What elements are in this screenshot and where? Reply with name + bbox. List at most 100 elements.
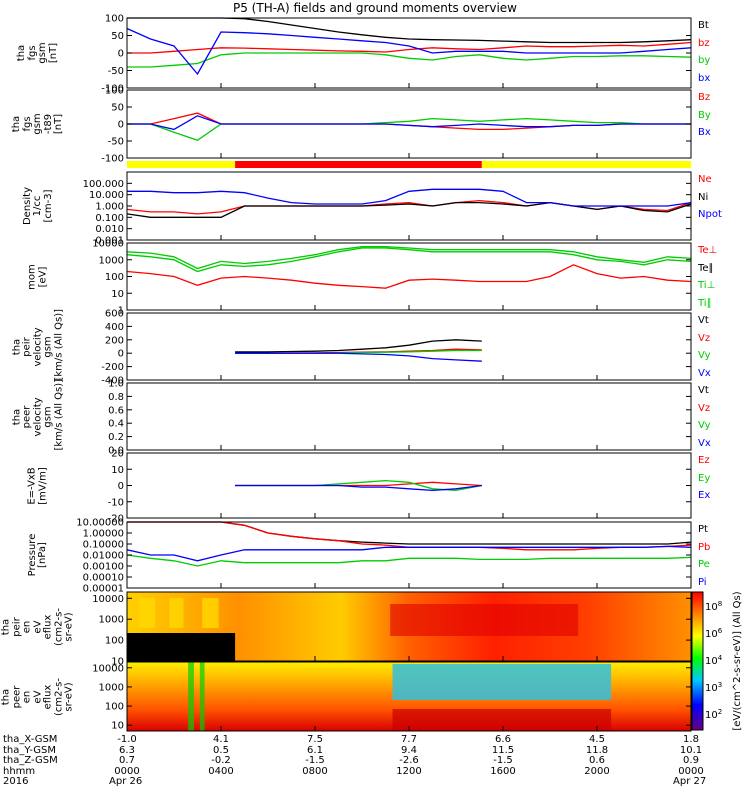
x-axis-value: 0800	[302, 765, 328, 777]
colorbar-tick-label: 103	[705, 681, 722, 694]
y-tick-label: 0.6	[108, 405, 124, 416]
y-tick-label: 1.000	[95, 202, 124, 213]
peir-hot-band	[390, 604, 579, 636]
mode-bar-segment-2	[481, 161, 691, 168]
y-axis-label: (cm2-s-	[53, 677, 64, 716]
y-tick-label: 50	[111, 103, 124, 114]
y-axis-label: [eV]	[37, 266, 49, 287]
peir-spectrogram-lowflux	[127, 633, 236, 661]
y-tick-label: 0.100	[95, 213, 124, 224]
y-axis-label: gsm	[32, 113, 43, 135]
y-tick-label: 1000	[99, 682, 124, 693]
y-tick-label: 100.000	[83, 179, 124, 190]
y-axis-label: peer	[21, 405, 33, 428]
y-axis-label: tha	[11, 338, 22, 355]
legend-entry-Pe: Pe	[698, 559, 710, 570]
panel-fgs_gsm_t89: 100 50 0 -50 -100	[101, 86, 692, 165]
y-axis-label: peir	[21, 336, 33, 357]
y-tick-label: 10	[111, 289, 124, 300]
legend-entry-Vt: Vt	[698, 315, 709, 326]
peir-band-2	[202, 598, 219, 628]
series-line-by	[127, 52, 692, 68]
y-axis-label: velocity	[32, 396, 43, 437]
panel-fgs_gsm: 100 50 0 -50 -100	[101, 14, 692, 95]
y-tick-label: -50	[108, 66, 124, 77]
colorbar-tick-exponent: 4	[718, 654, 723, 662]
y-tick-label: -50	[108, 137, 124, 148]
y-axis-label: tha	[16, 44, 28, 62]
y-tick-label: 100	[105, 14, 124, 25]
legend-entry-Bz: Bz	[698, 92, 711, 103]
x-axis-value: 0.7	[119, 755, 135, 766]
panel-frame	[126, 521, 692, 589]
y-tick-label: 100	[105, 702, 124, 713]
x-axis-row-label: hhmm	[3, 765, 36, 777]
y-axis-label: eflux	[42, 614, 54, 639]
colorbar	[691, 591, 704, 731]
colorbar-tick-label: 108	[705, 600, 722, 613]
y-tick-label: 10000	[92, 663, 124, 674]
y-axis-label: eV	[32, 620, 43, 633]
colorbar-tick-exponent: 3	[718, 681, 722, 689]
legend-entry-Ni: Ni	[698, 191, 709, 203]
x-axis-value: 1600	[490, 765, 516, 777]
x-axis-value: 4.1	[213, 734, 229, 745]
y-axis-label: [km/s (All Qs)]	[53, 308, 64, 380]
series-line-Pb	[127, 521, 692, 551]
series-line-Ti	[126, 247, 692, 273]
y-tick-label: 0	[118, 49, 124, 60]
x-axis-date-start: Apr 26	[109, 776, 143, 787]
panel-peer_velocity: 1.0 0.8 0.6 0.4 0.2 0.0	[108, 379, 692, 457]
y-axis-label: tha	[0, 688, 12, 705]
y-tick-label: 0	[118, 481, 124, 492]
y-tick-label: -200	[101, 362, 124, 373]
y-axis-label: tha	[11, 115, 22, 133]
x-axis-value: 10.1	[679, 744, 703, 756]
x-axis-value: 11.5	[491, 744, 515, 756]
plot-title: P5 (TH-A) fields and ground moments over…	[233, 1, 517, 15]
series-line-Pt	[127, 521, 692, 545]
series-line-bz	[127, 41, 692, 54]
x-axis-value: 0000	[678, 765, 704, 777]
mode-bar-segment-0	[127, 161, 236, 168]
x-axis-value: -2.6	[399, 755, 419, 766]
x-axis-value: 6.6	[495, 734, 511, 745]
colorbar-tick-exponent: 6	[718, 627, 723, 635]
legend-entry-bz: bz	[698, 37, 710, 49]
y-tick-label: 100	[105, 272, 124, 283]
panel-peer_eflux: 10000 1000 100 10	[92, 661, 692, 732]
colorbar-tick-exponent: 2	[718, 708, 722, 716]
y-axis-label: E=-VxB	[26, 466, 38, 505]
y-axis-label: velocity	[32, 326, 43, 367]
colorbar-tick-label: 104	[705, 654, 723, 667]
legend-entry-Ey: Ey	[698, 472, 711, 484]
series-line-Pi	[126, 545, 692, 562]
x-axis-value: 1200	[396, 765, 422, 777]
x-axis-value: -1.0	[117, 734, 137, 745]
y-tick-label: 400	[105, 322, 124, 333]
legend-entry-Vy: Vy	[698, 350, 711, 361]
peer-stripe-0	[188, 662, 194, 731]
y-tick-label: 100	[105, 86, 124, 97]
legend-entry-Te: Te∥	[698, 262, 714, 274]
y-axis-label: 1/cc	[32, 195, 43, 217]
x-axis-date-end: Apr 27	[673, 776, 707, 787]
series-line-Pe	[126, 554, 692, 567]
y-axis-label: gsm	[37, 42, 49, 64]
y-tick-label: -100	[101, 154, 124, 165]
y-tick-label: 10	[111, 657, 124, 668]
y-tick-label: 0.8	[108, 392, 124, 403]
y-tick-label: 600	[105, 309, 124, 320]
legend-entry-Pb: Pb	[698, 541, 711, 553]
peer-hot-band	[392, 709, 612, 731]
y-axis-label: gsm	[42, 335, 54, 358]
legend-entry-bx: bx	[698, 72, 711, 84]
legend-entry-Ti: Ti⊥	[698, 280, 716, 291]
y-axis-label: [cm-3]	[42, 189, 54, 223]
x-axis-value: 11.8	[585, 744, 609, 756]
y-axis-label: gsm	[42, 405, 54, 428]
x-axis-row-label: tha_Z-GSM	[3, 755, 58, 766]
legend-entry-Vx: Vx	[698, 367, 711, 379]
y-axis-label: tha	[11, 408, 22, 425]
y-axis-label: eV	[32, 690, 43, 703]
